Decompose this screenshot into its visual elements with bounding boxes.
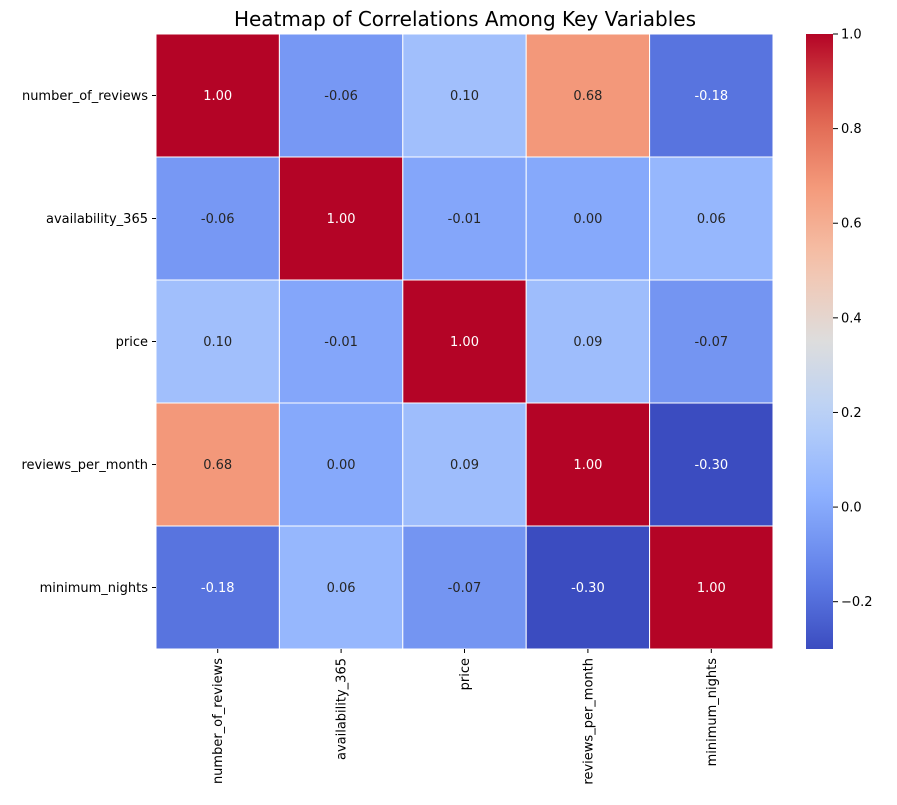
cell-value-label: 0.00 <box>573 212 602 227</box>
heatmap-cell <box>649 33 774 158</box>
heatmap-cell <box>155 33 280 158</box>
cell-value-label: -0.18 <box>201 581 235 596</box>
heatmap-cell <box>402 525 527 650</box>
cell-value-label: 0.06 <box>327 581 356 596</box>
heatmap-cell <box>649 156 774 281</box>
x-tick-label: number_of_reviews <box>211 658 226 784</box>
cell-value-label: -0.30 <box>571 581 605 596</box>
cell-value-label: -0.01 <box>324 335 358 350</box>
heatmap-cell <box>278 402 404 527</box>
colorbar: 1.0 0.8 0.6 0.4 0.2 0.0 −0.2 <box>806 28 873 649</box>
cell-value-label: -0.18 <box>694 89 728 104</box>
cell-value-label: 0.68 <box>573 89 602 104</box>
heatmap-cells: 1.00 -0.06 0.10 0.68 -0.18 -0.06 1.00 -0.01 0.00… <box>155 33 774 650</box>
cell-value-label: 0.06 <box>697 212 726 227</box>
x-tick-label: minimum_nights <box>705 658 720 767</box>
colorbar-tick-label: −0.2 <box>841 595 873 610</box>
heatmap-cell <box>155 156 280 281</box>
y-tick-label: number_of_reviews <box>22 89 148 104</box>
colorbar-tick-label: 1.0 <box>841 28 862 43</box>
heatmap-cell <box>402 402 527 527</box>
cell-value-label: -0.01 <box>448 212 482 227</box>
colorbar-tick-label: 0.8 <box>841 122 862 137</box>
cell-value-label: -0.07 <box>694 335 728 350</box>
y-tick-label: availability_365 <box>46 212 148 227</box>
cell-value-label: 0.09 <box>573 335 602 350</box>
colorbar-gradient <box>806 34 833 649</box>
heatmap-cell <box>525 279 651 404</box>
y-tick-label: minimum_nights <box>40 581 149 596</box>
heatmap-cell <box>525 33 651 158</box>
cell-value-label: -0.07 <box>448 581 482 596</box>
heatmap-cell <box>402 279 527 404</box>
cell-value-label: 0.00 <box>327 458 356 473</box>
colorbar-ticks: 1.0 0.8 0.6 0.4 0.2 0.0 −0.2 <box>833 28 873 610</box>
y-tick-label: reviews_per_month <box>21 458 148 473</box>
x-tick-label: price <box>458 658 473 690</box>
colorbar-tick-label: 0.6 <box>841 217 862 232</box>
cell-value-label: 0.68 <box>203 458 232 473</box>
colorbar-tick-label: 0.2 <box>841 406 862 421</box>
colorbar-tick-label: 0.0 <box>841 501 862 516</box>
x-tick-label: availability_365 <box>335 658 350 760</box>
heatmap-cell <box>402 33 527 158</box>
cell-value-label: 1.00 <box>450 335 479 350</box>
cell-value-label: -0.30 <box>694 458 728 473</box>
cell-value-label: 1.00 <box>327 212 356 227</box>
cell-value-label: 1.00 <box>203 89 232 104</box>
x-tick-label: reviews_per_month <box>581 658 596 785</box>
heatmap-cell <box>402 156 527 281</box>
x-axis: number_of_reviews availability_365 price re… <box>211 649 720 785</box>
cell-value-label: 1.00 <box>573 458 602 473</box>
y-tick-label: price <box>116 335 148 350</box>
heatmap-cell <box>278 525 404 650</box>
chart-title: Heatmap of Correlations Among Key Variab… <box>234 7 696 31</box>
cell-value-label: 0.09 <box>450 458 479 473</box>
heatmap-cell <box>649 279 774 404</box>
cell-value-label: 0.10 <box>450 89 479 104</box>
heatmap-cell <box>649 402 774 527</box>
heatmap-cell <box>278 33 404 158</box>
heatmap-cell <box>649 525 774 650</box>
heatmap-cell <box>278 279 404 404</box>
cell-value-label: 1.00 <box>697 581 726 596</box>
cell-value-label: 0.10 <box>203 335 232 350</box>
colorbar-tick-label: 0.4 <box>841 311 862 326</box>
cell-value-label: -0.06 <box>201 212 235 227</box>
heatmap-cell <box>155 525 280 650</box>
cell-value-label: -0.06 <box>324 89 358 104</box>
heatmap-cell <box>525 402 651 527</box>
